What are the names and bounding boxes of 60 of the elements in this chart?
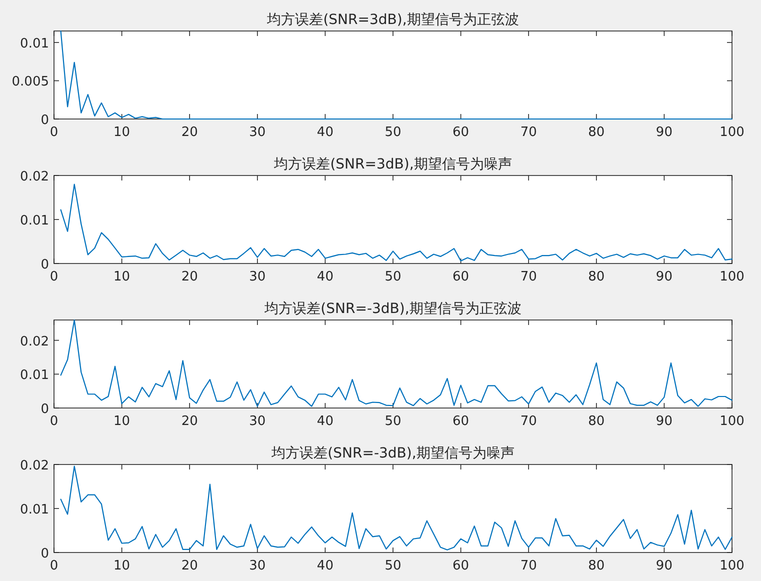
x-tick-label: 20 [181,414,198,429]
x-tick-label: 60 [452,558,470,574]
line-series [60,30,733,120]
x-tick-label: 60 [452,414,470,429]
chart-title: 均方误差(SNR=3dB),期望信号为噪声 [273,156,512,172]
x-tick-label: 70 [520,125,537,140]
x-tick-label: 40 [316,125,334,140]
x-tick-label: 100 [720,414,744,429]
x-tick-label: 30 [249,414,266,429]
y-tick-label: 0.01 [20,502,49,518]
chart-title: 均方误差(SNR=-3dB),期望信号为正弦波 [264,301,522,317]
y-tick-label: 0 [40,402,49,417]
y-tick-label: 0 [40,546,49,562]
x-tick-label: 20 [181,558,198,574]
x-tick-label: 70 [520,558,537,574]
x-tick-label: 90 [656,125,672,140]
x-tick-label: 90 [656,414,672,429]
x-tick-label: 40 [316,558,334,574]
line-series [60,466,733,550]
y-tick-label: 0.01 [20,214,49,228]
line-series [60,184,733,262]
y-tick-label: 0.02 [20,334,49,350]
x-tick-label: 70 [520,270,537,284]
x-tick-label: 60 [452,270,470,284]
x-tick-label: 90 [656,270,672,284]
x-tick-label: 40 [316,270,334,284]
x-tick-label: 100 [720,270,744,284]
x-tick-label: 20 [181,125,198,140]
y-tick-label: 0.02 [20,170,49,184]
y-tick-label: 0 [40,113,49,128]
x-tick-label: 70 [520,414,537,429]
x-tick-label: 100 [720,558,744,574]
x-tick-label: 80 [588,270,605,284]
x-tick-label: 50 [384,125,402,140]
x-tick-label: 10 [114,414,130,429]
x-tick-label: 10 [114,270,130,284]
x-tick-label: 50 [384,558,402,574]
x-tick-label: 60 [452,125,470,140]
x-tick-label: 50 [384,414,402,429]
x-tick-label: 80 [588,558,605,574]
x-tick-label: 30 [249,125,266,140]
x-tick-label: 100 [720,125,744,140]
x-tick-label: 10 [114,558,130,574]
chart-title: 均方误差(SNR=3dB),期望信号为正弦波 [266,12,519,28]
x-tick-label: 80 [588,414,605,429]
x-tick-label: 30 [249,270,266,284]
x-tick-label: 50 [384,270,402,284]
x-tick-label: 90 [656,558,672,574]
y-tick-label: 0.01 [20,368,49,384]
line-series [60,319,733,407]
y-tick-label: 0 [40,258,49,272]
y-tick-label: 0.01 [20,36,49,52]
x-tick-label: 40 [316,414,334,429]
x-tick-label: 10 [114,125,130,140]
x-tick-label: 20 [181,270,198,284]
x-tick-label: 30 [249,558,266,574]
chart-title: 均方误差(SNR=-3dB),期望信号为噪声 [270,446,514,462]
y-tick-label: 0.02 [20,458,49,474]
x-tick-label: 80 [588,125,605,140]
y-tick-label: 0.005 [12,74,49,90]
